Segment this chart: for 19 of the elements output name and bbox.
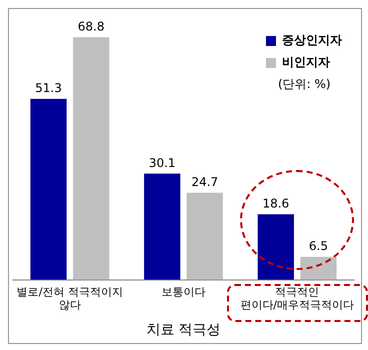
- bar: [144, 174, 180, 280]
- x-tick-label: 적극적인 편이다/매우적극적이다: [240, 285, 354, 312]
- x-tick-label: 별로/전혀 적극적이지 않다: [16, 285, 123, 312]
- x-axis-title: 치료 적극성: [146, 322, 221, 338]
- data-label: 6.5: [308, 239, 328, 254]
- bar: [258, 214, 294, 280]
- bar: [186, 192, 223, 280]
- data-label: 68.8: [78, 19, 104, 34]
- legend-label: 비인지자: [282, 55, 330, 70]
- bar: [300, 256, 337, 280]
- legend-label: 증상인지자: [282, 33, 342, 48]
- annotation: (단위: %): [278, 77, 331, 92]
- x-tick-label: 보통이다: [161, 285, 206, 298]
- bar: [30, 98, 67, 280]
- data-label: 30.1: [148, 156, 176, 170]
- bar: [73, 37, 110, 280]
- data-label: 51.3: [35, 81, 62, 96]
- data-label: 18.6: [262, 196, 290, 210]
- data-label: 24.7: [191, 174, 218, 189]
